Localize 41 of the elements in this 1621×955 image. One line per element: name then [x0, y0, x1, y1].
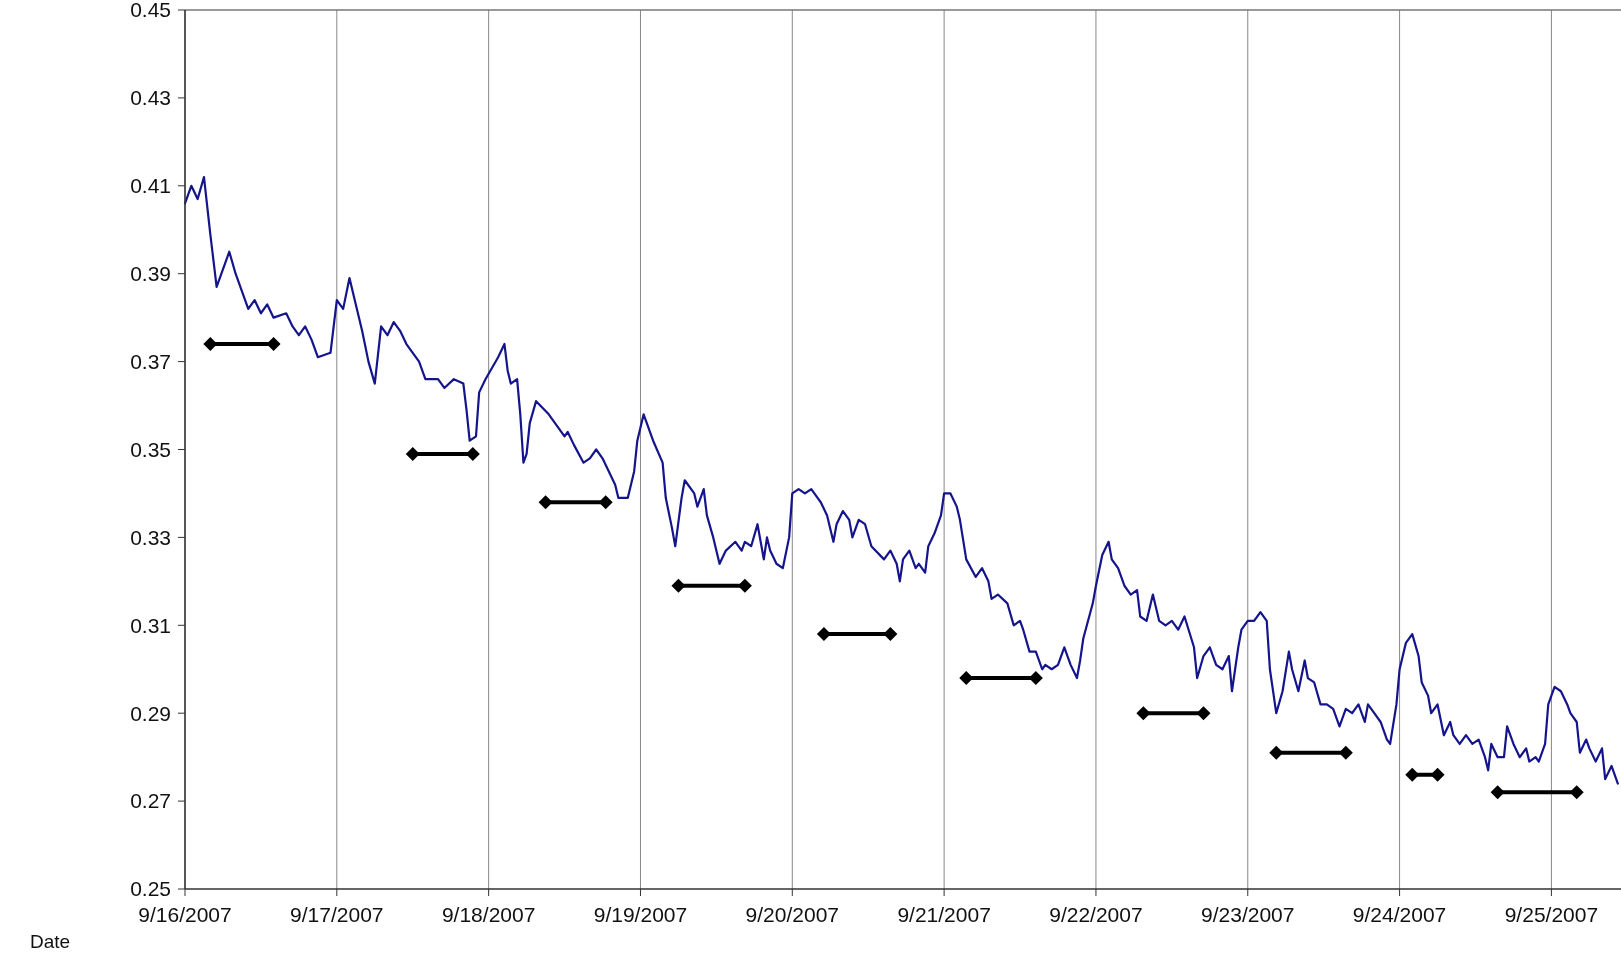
y-tick-label: 0.31 [130, 613, 171, 637]
x-tick-label: 9/18/2007 [441, 903, 536, 926]
y-tick-label: 0.29 [130, 701, 171, 725]
x-tick-label: 9/25/2007 [1504, 903, 1599, 926]
point [405, 446, 420, 461]
point [1196, 706, 1211, 721]
point [1430, 767, 1445, 782]
point [266, 337, 281, 352]
y-tick-label: 0.41 [130, 174, 171, 198]
x-axis-title: Date [30, 931, 71, 952]
point [1405, 767, 1420, 782]
x-tick-label: 9/19/2007 [593, 903, 688, 926]
point [538, 495, 553, 510]
y-tick-label: 0.35 [130, 437, 171, 461]
x-tick-label: 9/17/2007 [290, 903, 384, 926]
point [203, 337, 218, 352]
x-tick-label: 9/23/2007 [1201, 903, 1295, 926]
y-tick-label: 0.27 [130, 789, 171, 813]
x-tick-label: 9/21/2007 [897, 903, 991, 926]
line-series [183, 175, 1619, 785]
point [883, 627, 898, 642]
y-tick-label: 0.33 [130, 525, 171, 549]
y-tick-label: 0.37 [130, 349, 171, 373]
x-tick-label: 9/16/2007 [138, 903, 232, 926]
point [671, 578, 686, 593]
point [1569, 785, 1584, 800]
point [1490, 785, 1505, 800]
y-tick-label: 0.39 [130, 262, 171, 286]
point [816, 627, 831, 642]
point [1338, 745, 1353, 760]
point [1269, 745, 1284, 760]
point [959, 671, 974, 686]
x-tick-label: 9/22/2007 [1049, 903, 1143, 926]
y-tick-label: 0.43 [130, 86, 171, 110]
y-tick-label: 0.45 [130, 0, 171, 22]
point [598, 495, 613, 510]
point [1136, 706, 1151, 721]
x-tick-label: 9/20/2007 [745, 903, 840, 926]
point [737, 578, 752, 593]
x-tick-label: 9/24/2007 [1352, 903, 1447, 926]
y-tick-label: 0.25 [130, 877, 171, 901]
